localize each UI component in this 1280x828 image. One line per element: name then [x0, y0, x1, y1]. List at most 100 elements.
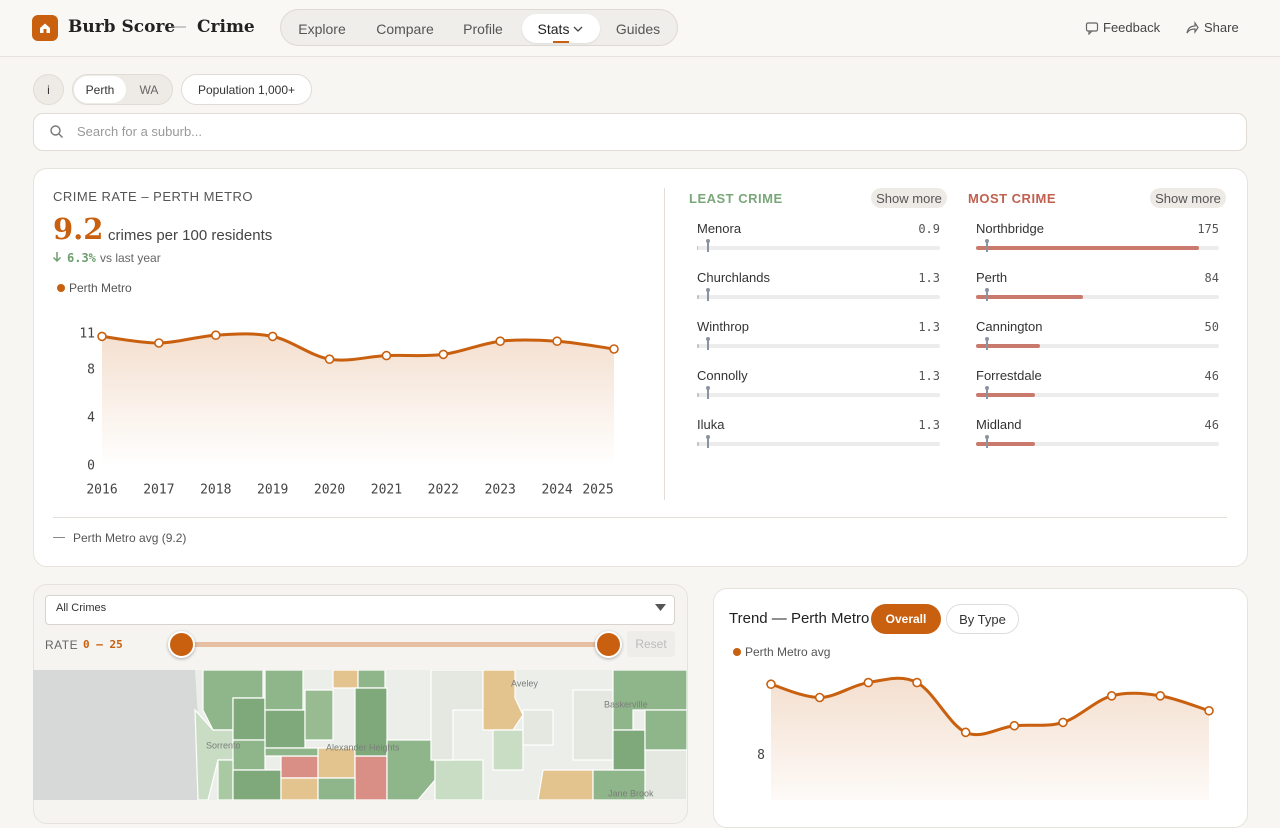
suburb-name[interactable]: Perth [976, 270, 1008, 285]
bar-knob-stem [986, 438, 988, 448]
data-point[interactable] [912, 677, 922, 688]
suburb-name[interactable]: Midland [976, 417, 1022, 432]
place-label: Baskerville [604, 699, 648, 709]
bar-knob [985, 239, 989, 243]
data-point[interactable] [1204, 705, 1214, 716]
brand-separator: — [171, 18, 186, 35]
bar-knob [985, 337, 989, 341]
data-point[interactable] [97, 331, 107, 342]
suburb-value: 1.3 [918, 320, 940, 334]
crime-type-select[interactable] [45, 595, 675, 625]
reset-button[interactable]: Reset [627, 631, 675, 657]
bar-track [697, 393, 940, 397]
x-tick-label: 2017 [143, 483, 174, 498]
y-tick-label: 11 [79, 327, 95, 342]
bar-track [976, 295, 1219, 299]
line-area [771, 678, 1209, 800]
nav-item[interactable]: Profile [463, 20, 503, 37]
show-more-button[interactable]: Show more [871, 188, 947, 208]
suburb-name[interactable]: Forrestdale [976, 368, 1042, 383]
rate-slider-max[interactable] [595, 631, 622, 658]
search-box[interactable] [33, 113, 1247, 151]
bar-knob-stem [986, 340, 988, 350]
nav-item[interactable]: Guides [615, 20, 661, 37]
line [101, 332, 615, 362]
data-point[interactable] [267, 331, 278, 342]
suburb-value: 0.9 [918, 222, 940, 236]
data-point[interactable] [495, 336, 506, 347]
bar-knob-stem [986, 291, 988, 301]
data-point[interactable] [814, 692, 825, 703]
feedback-button[interactable]: Feedback [1103, 20, 1161, 35]
suburb-name[interactable]: Iluka [697, 417, 725, 432]
line-area [102, 333, 614, 466]
section-name: Crime [197, 17, 255, 37]
bar-knob-stem [707, 242, 709, 252]
value-bar [976, 393, 1035, 397]
show-more-button[interactable]: Show more [1150, 188, 1226, 208]
overall-button[interactable]: Overall [871, 604, 941, 634]
data-point[interactable] [438, 349, 449, 360]
data-point[interactable] [324, 354, 335, 365]
headline-rate: 9.2 [53, 212, 104, 246]
share-button[interactable]: Share [1204, 20, 1239, 35]
suburb-name[interactable]: Menora [697, 221, 742, 236]
by-type-button[interactable]: By Type [946, 604, 1019, 634]
nav-item[interactable]: Explore [298, 20, 346, 37]
suburb-value: 84 [1204, 271, 1219, 285]
suburb-name[interactable]: Connolly [697, 368, 748, 383]
data-point[interactable] [381, 350, 392, 361]
bar-knob [706, 435, 710, 439]
place-label: Jane Brook [608, 788, 654, 798]
divider [664, 188, 665, 500]
logo[interactable] [32, 15, 58, 41]
change-note: vs last year [100, 251, 161, 265]
nav-caret [573, 26, 583, 32]
data-point[interactable] [1009, 720, 1020, 731]
place-labels: Aveley Baskerville Alexander Heights Sorren… [206, 678, 654, 798]
crime-rate-chart: 0 4 8 11 2016 2017 2018 2019 2020 2021 2022 2023 202… [79, 327, 619, 498]
bar-knob [985, 435, 989, 439]
suburb-name[interactable]: Winthrop [697, 319, 750, 334]
search-placeholder: Search for a suburb... [77, 124, 203, 139]
x-tick-label: 2024 [541, 483, 572, 498]
data-point[interactable] [766, 679, 776, 690]
rate-slider-min[interactable] [168, 631, 195, 658]
value-bar [976, 344, 1040, 348]
nav-item[interactable]: Compare [376, 20, 434, 37]
data-point[interactable] [863, 677, 874, 688]
nav-item[interactable]: Stats [522, 14, 600, 43]
region-option[interactable]: Perth [74, 76, 126, 103]
suburb-name[interactable]: Churchlands [697, 270, 770, 285]
data-point[interactable] [1058, 717, 1068, 728]
suburb-areas [194, 670, 687, 800]
value-bar [976, 246, 1199, 250]
search-icon [50, 125, 63, 138]
info-button[interactable]: i [33, 74, 64, 105]
bar-track [697, 442, 940, 446]
bar-knob-stem [707, 340, 709, 350]
data-point[interactable] [1155, 691, 1166, 701]
bar-knob-stem [986, 242, 988, 252]
suburb-value: 1.3 [918, 418, 940, 432]
crime-type-value: All Crimes [56, 602, 107, 614]
data-point[interactable] [609, 344, 619, 354]
suburb-name[interactable]: Northbridge [976, 221, 1044, 236]
place-label: Alexander Heights [326, 742, 400, 752]
brand[interactable]: Burb Score [68, 17, 176, 37]
suburb-map[interactable]: Aveley Baskerville Alexander Heights Sorren… [33, 670, 687, 800]
data-point[interactable] [960, 727, 971, 738]
region-option[interactable]: WA [139, 82, 159, 97]
data-point[interactable] [552, 336, 562, 347]
population-filter[interactable]: Population 1,000+ [181, 74, 312, 105]
rate-slider-track[interactable] [181, 642, 608, 647]
legend-swatch [57, 284, 65, 292]
legend-label: Perth Metro [69, 281, 132, 295]
data-point[interactable] [1106, 691, 1117, 701]
bar-knob [706, 288, 710, 292]
data-point[interactable] [154, 338, 164, 348]
suburb-name[interactable]: Cannington [976, 319, 1043, 334]
data-point[interactable] [210, 330, 221, 341]
bar-knob [706, 337, 710, 341]
logo-icon [40, 23, 50, 33]
